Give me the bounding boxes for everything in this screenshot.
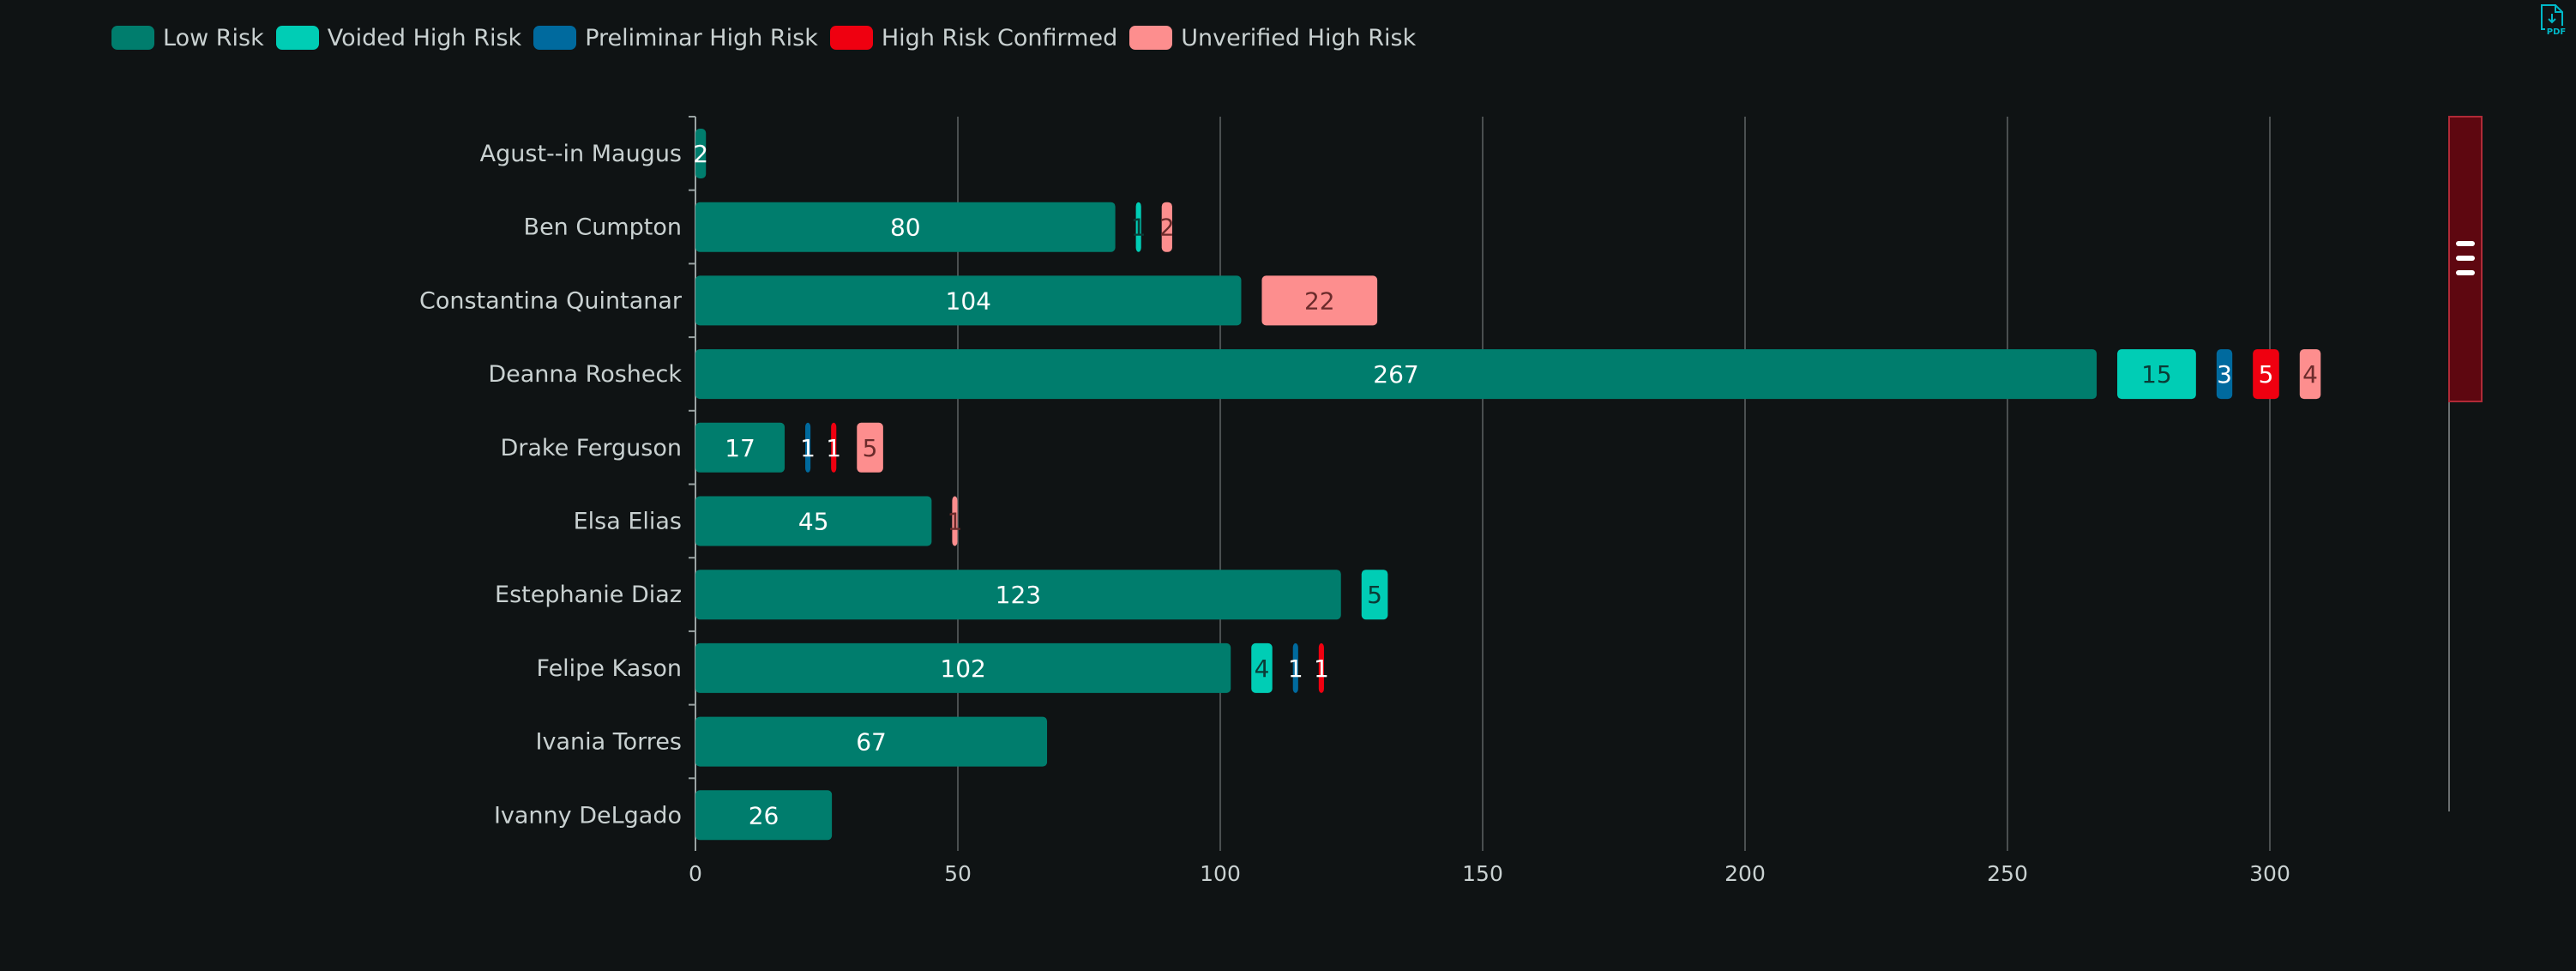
bar-value-label: 267 [1373,360,1418,389]
bar-low-risk[interactable] [695,422,785,473]
category-label: Felipe Kason [537,655,682,682]
category-label: Deanna Rosheck [488,361,682,388]
bar-voided-high-risk[interactable] [1251,642,1273,693]
bar-low-risk[interactable] [695,790,833,841]
x-tick-label: 50 [944,861,972,886]
bar-value-label: 1 [948,508,963,536]
bar-value-label: 104 [946,286,991,315]
bar-value-label: 2 [693,140,708,168]
legend-item-high-risk-confirmed[interactable]: High Risk Confirmed [829,24,1118,51]
bar-value-label: 67 [856,728,887,757]
bar-value-label: 1 [800,434,816,462]
bar-unverified-high-risk[interactable] [857,422,883,473]
bar-high-risk-confirmed[interactable] [831,422,837,473]
bar-value-label: 5 [2259,360,2274,389]
bar-unverified-high-risk[interactable] [952,496,958,546]
bar-voided-high-risk[interactable] [2117,349,2196,400]
zoom-slider-handle-grip[interactable] [2456,241,2475,246]
bar-low-risk[interactable] [695,716,1048,767]
bar-low-risk[interactable] [695,129,707,178]
category-label: Drake Ferguson [500,435,682,461]
legend-label: Low Risk [163,24,264,51]
bar-voided-high-risk[interactable] [1361,570,1388,620]
zoom-slider-handle-grip[interactable] [2456,256,2475,261]
x-tick-label: 300 [2249,861,2290,886]
bar-value-label: 15 [2141,360,2172,389]
bar-low-risk[interactable] [695,570,1341,620]
svg-text:PDF: PDF [2547,27,2566,37]
bar-preliminar-high-risk[interactable] [805,422,811,473]
bar-value-label: 3 [2217,360,2232,389]
bar-preliminar-high-risk[interactable] [1292,642,1298,693]
bar-value-label: 123 [996,581,1041,609]
bar-value-label: 26 [749,801,779,829]
legend-swatch [111,26,154,50]
bar-voided-high-risk[interactable] [1135,202,1141,252]
x-tick-label: 150 [1462,861,1503,886]
legend-item-preliminar-high-risk[interactable]: Preliminar High Risk [533,25,818,51]
bar-value-label: 1 [1288,654,1303,683]
bar-value-label: 4 [1255,654,1270,683]
bar-value-label: 1 [1314,654,1329,683]
x-tick-label: 0 [689,861,702,886]
bar-high-risk-confirmed[interactable] [2253,349,2279,400]
chart-legend: Low Risk Voided High Risk Preliminar High … [111,21,1428,55]
category-label: Constantina Quintanar [419,287,683,314]
legend-swatch [829,26,873,50]
legend-swatch [533,26,577,50]
bar-value-label: 22 [1304,286,1335,315]
category-label: Elsa Elias [574,509,682,535]
bar-low-risk[interactable] [695,275,1242,326]
legend-label: Voided High Risk [327,24,522,51]
legend-label: Preliminar High Risk [585,24,818,51]
bar-value-label: 2 [1159,214,1175,242]
category-label: Agust--in Maugus [480,141,682,167]
legend-item-low-risk[interactable]: Low Risk [111,25,264,51]
bar-preliminar-high-risk[interactable] [2216,349,2233,400]
x-tick-label: 250 [1987,861,2028,886]
category-label: Ivanny DeLgado [494,802,682,829]
bar-unverified-high-risk[interactable] [1161,202,1172,252]
pdf-export-icon[interactable]: PDF [2537,3,2567,38]
bar-low-risk[interactable] [695,496,932,546]
bar-low-risk[interactable] [695,202,1116,252]
legend-swatch [275,26,319,50]
category-label: Ben Cumpton [524,214,682,241]
bar-value-label: 1 [1131,214,1147,242]
legend-label: High Risk Confirmed [881,24,1118,51]
legend-item-voided-high-risk[interactable]: Voided High Risk [275,24,522,51]
bar-high-risk-confirmed[interactable] [1318,642,1324,693]
bar-unverified-high-risk[interactable] [2299,349,2321,400]
bar-value-label: 1 [826,434,841,462]
legend-label: Unverified High Risk [1181,24,1417,51]
bar-value-label: 45 [798,508,829,536]
bar-value-label: 17 [725,434,755,462]
bar-value-label: 4 [2302,360,2318,389]
bar-value-label: 5 [1367,581,1382,609]
x-tick-label: 200 [1724,861,1766,886]
bar-value-label: 80 [890,214,921,242]
bar-value-label: 102 [940,654,985,683]
bar-unverified-high-risk[interactable] [1261,275,1378,326]
category-label: Ivania Torres [536,729,682,756]
category-label: Estephanie Diaz [495,582,682,608]
legend-item-unverified-high-risk[interactable]: Unverified High Risk [1129,25,1416,51]
bar-value-label: 5 [863,434,878,462]
bar-low-risk[interactable] [695,349,2098,400]
zoom-slider-handle-grip[interactable] [2456,270,2475,275]
bar-low-risk[interactable] [695,642,1231,693]
x-tick-label: 100 [1200,861,1241,886]
legend-swatch [1129,26,1173,50]
